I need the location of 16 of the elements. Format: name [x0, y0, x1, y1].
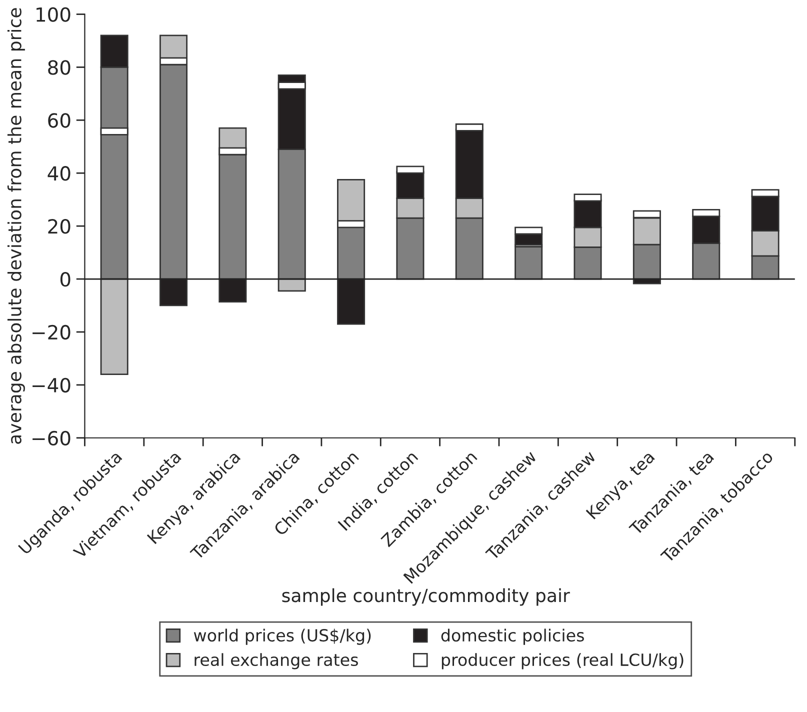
y-tick-label: 20 [48, 219, 70, 234]
y-tick-label: −60 [32, 430, 70, 446]
bar [514, 246, 543, 280]
legend-label: producer prices (real LCU/kg) [442, 653, 684, 670]
y-tick-label: −20 [32, 324, 70, 340]
y-tick-label: 40 [48, 166, 70, 181]
y-tick-label: 100 [36, 7, 70, 22]
legend-label: domestic policies [441, 628, 584, 645]
y-axis-title: average absolute deviation from the mean price [7, 8, 25, 444]
y-tick-label: 0 [60, 272, 70, 287]
legend-label: real exchange rates [194, 653, 358, 670]
y-tick-label: 60 [48, 113, 70, 128]
y-tick-label: 80 [48, 60, 70, 75]
y-tick-label: −40 [32, 378, 70, 393]
legend-label: world prices (US$/kg) [194, 628, 371, 645]
x-axis-title: sample country/commodity pair [282, 588, 570, 606]
